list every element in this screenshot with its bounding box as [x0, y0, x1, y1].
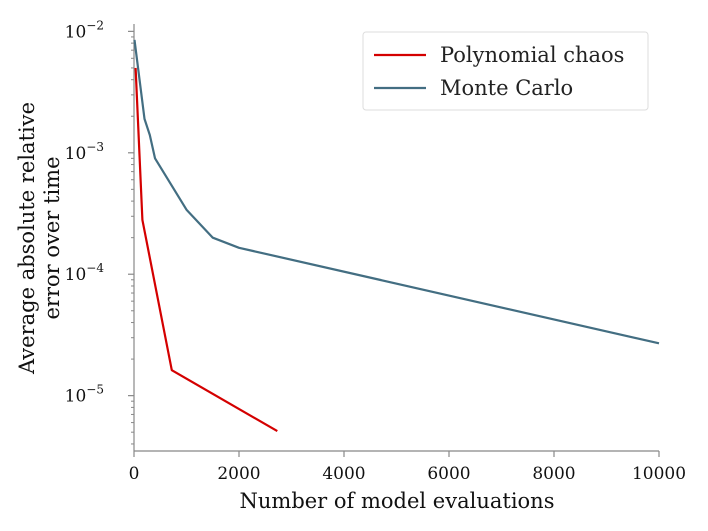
- x-tick-label: 6000: [427, 464, 470, 484]
- y-tick-label: 10−3: [65, 140, 104, 164]
- x-tick-label: 4000: [322, 464, 365, 484]
- series-lines: [133, 39, 660, 433]
- y-axis-title-line-2: error over time: [40, 156, 64, 319]
- legend-box: [362, 31, 649, 111]
- y-axis-title: Average absolute relative error over tim…: [15, 102, 64, 375]
- legend: Polynomial chaos Monte Carlo: [362, 31, 649, 111]
- x-tick-label: 2000: [217, 464, 260, 484]
- legend-label-monte-carlo: Monte Carlo: [440, 76, 573, 100]
- y-axis-title-line-1: Average absolute relative: [15, 102, 39, 375]
- y-tick-label: 10−4: [65, 261, 105, 285]
- x-tick-label: 10000: [632, 464, 686, 484]
- x-axis-title: Number of model evaluations: [240, 489, 555, 513]
- series-line-polynomial-chaos: [134, 67, 278, 433]
- series-line-monte-carlo: [133, 39, 660, 345]
- y-tick-label: 10−2: [65, 18, 104, 42]
- legend-label-polynomial-chaos: Polynomial chaos: [440, 43, 624, 67]
- x-tick-label: 8000: [532, 464, 575, 484]
- y-tick-label: 10−5: [65, 383, 104, 407]
- x-ticks: 0 2000 4000 6000 8000 10000: [129, 451, 686, 484]
- y-ticks: 10−5 10−4 10−3 10−2: [65, 18, 134, 445]
- x-tick-label: 0: [129, 464, 140, 484]
